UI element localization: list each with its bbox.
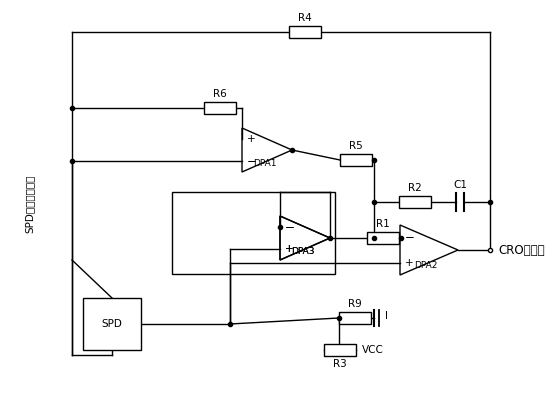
Text: DPA3: DPA3: [291, 247, 314, 256]
Bar: [339, 312, 371, 324]
Text: DPA1: DPA1: [253, 159, 276, 168]
Text: R4: R4: [298, 13, 312, 23]
Bar: [172, 192, 335, 274]
Text: −: −: [247, 154, 257, 168]
Text: +: +: [285, 244, 293, 254]
Bar: [289, 26, 321, 38]
Bar: [204, 102, 236, 114]
Text: R6: R6: [213, 89, 227, 99]
Text: +: +: [285, 244, 293, 254]
Text: SPD差拍输出频谱: SPD差拍输出频谱: [25, 175, 35, 233]
Text: +: +: [247, 134, 255, 144]
Bar: [324, 344, 356, 356]
Text: −: −: [285, 221, 295, 234]
Bar: [340, 154, 372, 166]
Text: C1: C1: [453, 180, 467, 190]
Bar: [367, 232, 399, 244]
Text: R1: R1: [376, 219, 390, 229]
Bar: [83, 298, 141, 350]
Text: DPA3: DPA3: [291, 247, 314, 256]
Text: R9: R9: [348, 299, 362, 309]
Text: R2: R2: [408, 183, 422, 193]
Text: DPA2: DPA2: [414, 261, 438, 269]
Bar: [399, 196, 431, 208]
Text: −: −: [285, 221, 295, 234]
Text: R3: R3: [333, 359, 347, 369]
Text: SPD: SPD: [102, 319, 122, 329]
Text: +: +: [405, 257, 414, 267]
Text: −: −: [405, 231, 415, 244]
Text: I: I: [385, 311, 388, 321]
Text: R5: R5: [349, 141, 363, 151]
Text: VCC: VCC: [362, 345, 384, 355]
Text: CRO调谐端: CRO调谐端: [498, 244, 544, 257]
